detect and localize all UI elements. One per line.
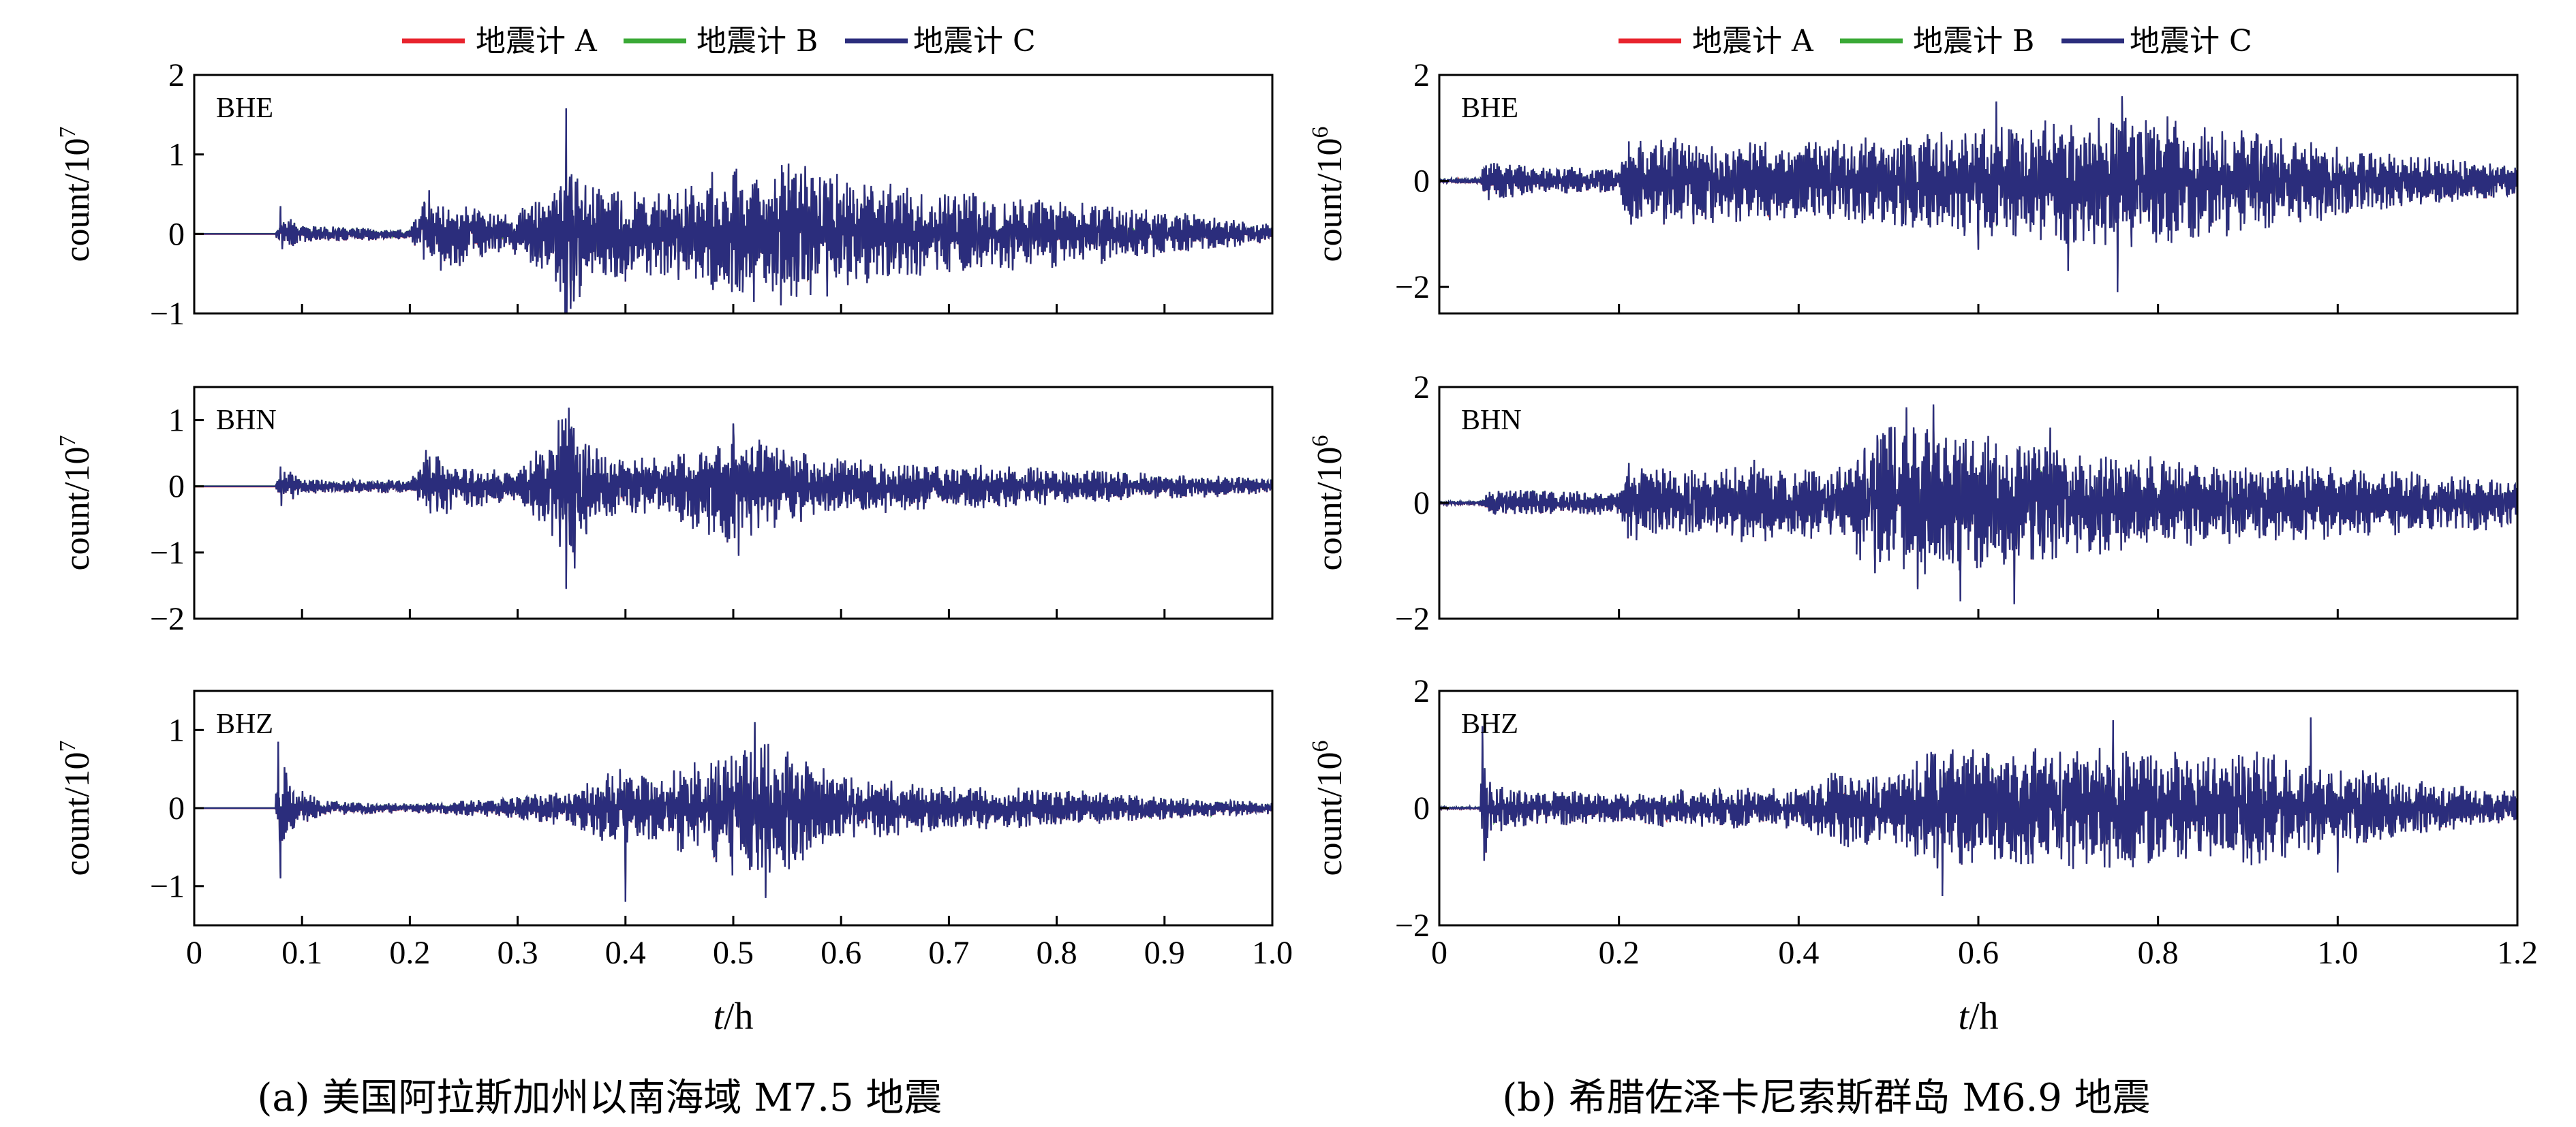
y-tick-label: 2: [1413, 57, 1430, 93]
y-axis-label: count/106: [1308, 435, 1349, 571]
y-axis-label-base: count/10: [58, 138, 97, 262]
y-axis-label-base: count/10: [58, 447, 97, 571]
x-tick-label: 0.8: [1037, 935, 1077, 971]
y-axis-label-exponent: 7: [55, 435, 80, 447]
x-axis-label: t/h: [713, 995, 753, 1038]
y-axis-label-base: count/10: [1310, 752, 1349, 876]
panel-label: BHZ: [216, 709, 273, 740]
legend-b-label-b: 地震计 B: [1913, 24, 2034, 59]
x-tick-label: 0.9: [1144, 935, 1185, 971]
series-b-bhn-c: [1439, 404, 2517, 604]
x-axis-label-var: t: [1958, 995, 1969, 1038]
y-axis-label: count/106: [1308, 127, 1349, 262]
series-a-bhe-c: [194, 108, 1272, 313]
x-tick-label: 1.0: [2317, 935, 2358, 971]
legend-a: 地震计 A 地震计 B 地震计 C: [402, 24, 1036, 59]
x-tick-label: 0.2: [1599, 935, 1640, 971]
y-axis-label-exponent: 6: [1308, 435, 1333, 447]
x-axis-label-unit: /h: [1969, 995, 1999, 1038]
y-axis-label: count/106: [1308, 741, 1349, 876]
y-tick-label: −2: [150, 601, 185, 637]
x-tick-label: 0.6: [1958, 935, 1999, 971]
legend-b-label-c: 地震计 C: [2130, 24, 2252, 59]
y-axis-label: count/107: [55, 435, 97, 571]
y-axis-label-base: count/10: [1310, 138, 1349, 262]
y-tick-label: −2: [1395, 908, 1430, 944]
y-axis-label-exponent: 7: [55, 127, 80, 138]
x-tick-label: 0.4: [1778, 935, 1819, 971]
x-tick-label: 0.2: [389, 935, 430, 971]
y-tick-label: 0: [168, 790, 185, 827]
panel-a-bhe: −1 0 1 2 BHE count/107: [55, 57, 1274, 332]
panel-b-bhn: −2 0 2 BHN count/106: [1308, 369, 2519, 637]
x-tick-label: 0.4: [605, 935, 646, 971]
x-tick-label: 1.0: [1252, 935, 1293, 971]
y-tick-label: −1: [150, 535, 185, 571]
legend-b: 地震计 A 地震计 B 地震计 C: [1619, 24, 2252, 59]
panel-label: BHE: [216, 93, 273, 124]
y-tick-label: 0: [1413, 485, 1430, 521]
x-tick-label: 0.7: [928, 935, 969, 971]
y-axis-label: count/107: [55, 741, 97, 876]
x-axis-label-unit: /h: [724, 995, 754, 1038]
panel-label: BHZ: [1461, 709, 1518, 740]
y-tick-label: −2: [1395, 269, 1430, 305]
series-b-bhe-c: [1439, 96, 2517, 292]
panel-label: BHN: [1461, 405, 1522, 436]
y-tick-label: 1: [168, 137, 185, 173]
y-tick-label: −2: [1395, 601, 1430, 637]
y-tick-label: 0: [1413, 790, 1430, 827]
y-axis-label-exponent: 6: [1308, 741, 1333, 752]
caption-a: (a) 美国阿拉斯加州以南海域 M7.5 地震: [258, 1076, 942, 1120]
legend-a-label-b: 地震计 B: [696, 24, 818, 59]
y-tick-label: 2: [1413, 369, 1430, 405]
y-axis-label: count/107: [55, 127, 97, 262]
panel-label: BHN: [216, 405, 277, 436]
y-tick-label: 0: [168, 216, 185, 252]
y-axis-label-exponent: 7: [55, 741, 80, 752]
panel-label: BHE: [1461, 93, 1518, 124]
x-tick-label: 0.6: [821, 935, 861, 971]
x-tick-label: 1.2: [2497, 935, 2538, 971]
series-a-bhz-c: [194, 722, 1272, 902]
x-tick-label: 0.1: [281, 935, 322, 971]
y-tick-label: 0: [168, 469, 185, 505]
y-axis-label-exponent: 6: [1308, 127, 1333, 138]
x-tick-label: 0: [186, 935, 202, 971]
y-axis-label-base: count/10: [58, 752, 97, 876]
x-tick-label: 0.8: [2138, 935, 2179, 971]
y-tick-label: 0: [1413, 164, 1430, 200]
y-tick-label: 1: [168, 712, 185, 748]
y-tick-label: −1: [150, 296, 185, 332]
x-axis-label: t/h: [1958, 995, 1998, 1038]
y-tick-label: 2: [168, 57, 185, 93]
panel-a-bhn: −2 −1 0 1 BHN count/107: [55, 386, 1274, 637]
y-tick-label: 1: [168, 403, 185, 439]
y-tick-label: 2: [1413, 673, 1430, 709]
series-b-bhz-c: [1439, 717, 2517, 897]
x-tick-label: 0.3: [497, 935, 538, 971]
x-axis-label-var: t: [713, 995, 724, 1038]
y-tick-label: −1: [150, 869, 185, 905]
legend-a-label-c: 地震计 C: [913, 24, 1036, 59]
caption-b: (b) 希腊佐泽卡尼索斯群岛 M6.9 地震: [1502, 1076, 2150, 1120]
x-tick-label: 0.5: [713, 935, 754, 971]
legend-b-label-a: 地震计 A: [1692, 24, 1814, 59]
panel-b-bhe: −2 0 2 BHE count/106: [1308, 57, 2519, 315]
series-a-bhn-c: [194, 407, 1272, 589]
x-tick-label: 0: [1431, 935, 1447, 971]
y-axis-label-base: count/10: [1310, 447, 1349, 571]
legend-a-label-a: 地震计 A: [476, 24, 598, 59]
